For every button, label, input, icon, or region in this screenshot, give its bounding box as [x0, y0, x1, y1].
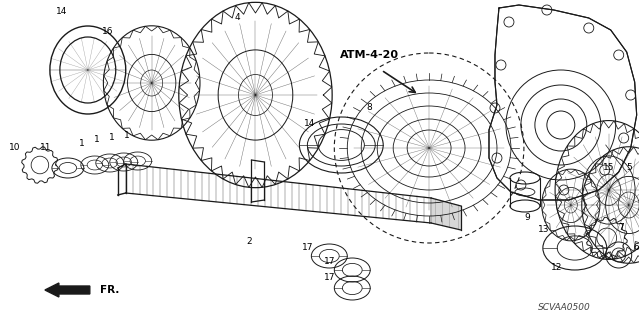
- Text: 16: 16: [102, 27, 113, 36]
- Text: 1: 1: [124, 131, 130, 140]
- Text: ATM-4-20: ATM-4-20: [340, 50, 399, 60]
- Text: 1: 1: [109, 133, 115, 143]
- Text: 1: 1: [94, 136, 100, 145]
- Text: 7: 7: [618, 224, 623, 233]
- Text: 17: 17: [301, 243, 313, 253]
- Text: 4: 4: [235, 13, 240, 23]
- Text: 17: 17: [324, 273, 335, 283]
- Text: 9: 9: [524, 213, 530, 222]
- Text: 6: 6: [634, 243, 639, 253]
- Text: 1: 1: [79, 138, 84, 147]
- Text: FR.: FR.: [100, 285, 119, 295]
- FancyArrow shape: [45, 283, 90, 297]
- Text: 5: 5: [626, 164, 632, 173]
- Text: 8: 8: [366, 103, 372, 113]
- Text: 12: 12: [551, 263, 563, 272]
- Text: 14: 14: [56, 8, 68, 17]
- Text: 10: 10: [9, 144, 20, 152]
- Text: 14: 14: [303, 118, 315, 128]
- Text: 11: 11: [40, 144, 52, 152]
- Text: 13: 13: [538, 226, 550, 234]
- Text: SCVAA0500: SCVAA0500: [538, 303, 590, 313]
- Text: 15: 15: [603, 164, 614, 173]
- Text: 17: 17: [324, 257, 335, 266]
- Text: 2: 2: [246, 238, 252, 247]
